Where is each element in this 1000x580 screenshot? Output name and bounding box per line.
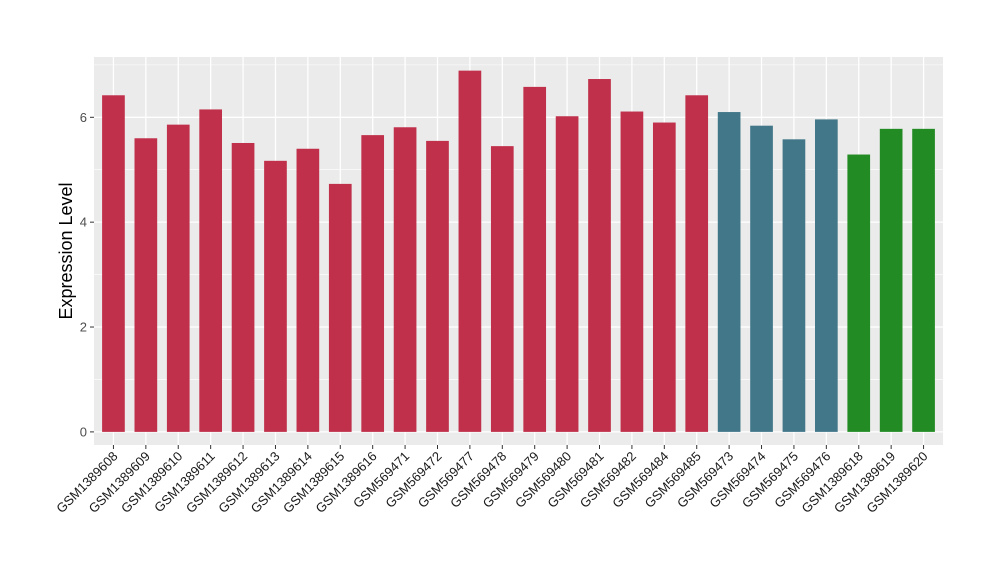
bar bbox=[426, 140, 449, 432]
bar bbox=[555, 116, 579, 432]
bar bbox=[912, 128, 935, 432]
bar bbox=[102, 95, 125, 432]
x-axis: GSM1389608GSM1389609GSM1389610GSM1389611… bbox=[53, 445, 931, 516]
bar bbox=[685, 95, 709, 432]
bar bbox=[523, 86, 547, 432]
bar bbox=[199, 109, 222, 432]
bar bbox=[490, 146, 514, 432]
bar bbox=[847, 154, 871, 432]
bar bbox=[231, 142, 255, 432]
bar bbox=[328, 183, 352, 432]
y-axis-title: Expression Level bbox=[56, 182, 76, 319]
y-tick-label: 0 bbox=[80, 424, 87, 439]
bar bbox=[134, 138, 158, 432]
bar bbox=[652, 122, 676, 432]
bar bbox=[296, 148, 320, 432]
bar bbox=[393, 127, 417, 432]
bar bbox=[750, 125, 773, 432]
bar bbox=[264, 160, 287, 432]
bar bbox=[717, 112, 741, 432]
bar bbox=[815, 119, 838, 432]
y-axis: 0 2 4 6 bbox=[80, 110, 94, 439]
bar bbox=[879, 128, 903, 432]
bar bbox=[458, 70, 482, 432]
y-tick-label: 6 bbox=[80, 110, 87, 125]
y-tick-label: 4 bbox=[80, 215, 87, 230]
bar bbox=[361, 135, 385, 432]
bar bbox=[588, 79, 611, 432]
y-tick-label: 2 bbox=[80, 320, 87, 335]
bar bbox=[620, 111, 644, 432]
bar bbox=[782, 139, 806, 432]
bar bbox=[166, 124, 190, 432]
bars bbox=[102, 70, 935, 432]
